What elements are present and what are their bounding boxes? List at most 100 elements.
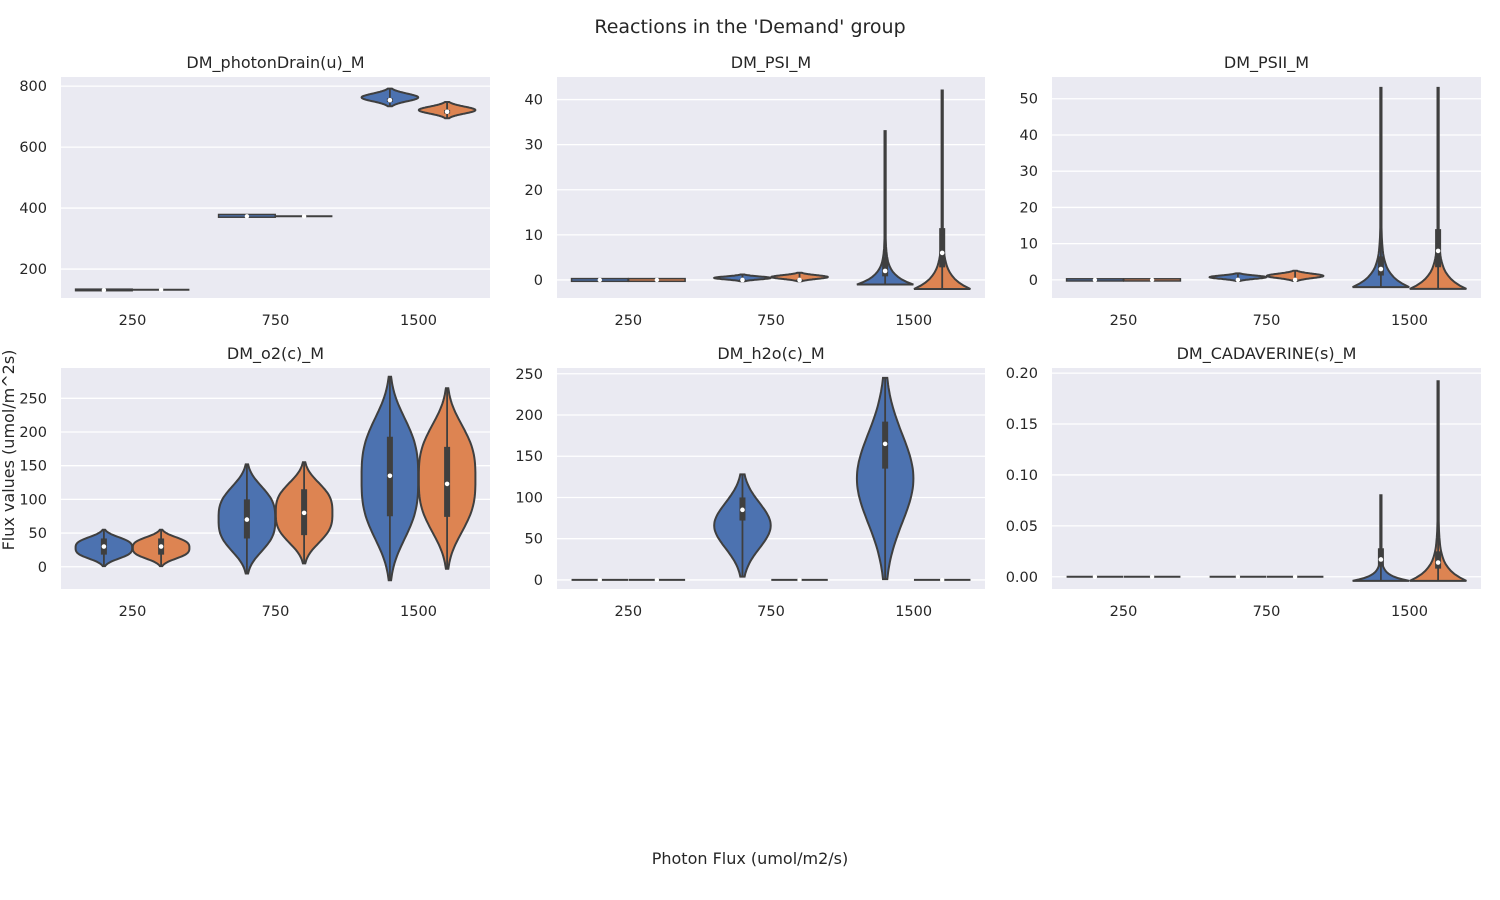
y-tick-label: 200 (515, 408, 543, 424)
violin (771, 577, 828, 583)
violin (628, 577, 686, 583)
violin (913, 577, 971, 583)
violin (713, 473, 772, 578)
y-tick-label: 200 (19, 262, 47, 278)
subplot-2: 0 10 20 30 40 250 750 1500 DM_PSI_M (525, 53, 985, 329)
violin-median (158, 544, 164, 549)
x-tick-label: 750 (262, 604, 290, 620)
violin (360, 87, 420, 108)
subplot-title: DM_PSII_M (1224, 53, 1309, 73)
violin (712, 273, 773, 283)
violin (132, 287, 190, 292)
x-tick-label: 750 (757, 313, 785, 329)
violin (74, 287, 133, 293)
y-tick-label: 150 (19, 459, 47, 475)
violin (855, 376, 915, 581)
x-tick-label: 750 (1253, 604, 1281, 620)
x-tick-label: 250 (1110, 313, 1138, 329)
violin (570, 277, 629, 283)
subplot-4: 0 50 100 150 200 250 250 750 1500 DM_o2(c)_M (19, 344, 490, 620)
x-axis-label: Photon Flux (umol/m2/s) (652, 849, 849, 868)
x-tick-label: 1500 (895, 313, 932, 329)
y-tick-label: 800 (19, 79, 47, 95)
figure-title: Reactions in the 'Demand' group (594, 16, 905, 38)
violin (275, 214, 333, 219)
violin (1352, 86, 1410, 289)
violin-median (1292, 574, 1298, 579)
y-tick-label: 400 (19, 201, 47, 217)
violin-median (387, 97, 393, 103)
violin-median (940, 577, 945, 583)
violin-median (654, 577, 660, 583)
violin (417, 387, 477, 570)
x-tick-label: 1500 (895, 604, 932, 620)
subplot-title: DM_h2o(c)_M (717, 344, 824, 364)
subplot-title: DM_o2(c)_M (227, 344, 324, 364)
y-tick-label: 0 (534, 573, 543, 589)
violin-median (301, 510, 307, 516)
violin (856, 130, 914, 286)
violin (1208, 272, 1268, 283)
x-tick-label: 250 (119, 313, 147, 329)
y-tick-label: 20 (1020, 200, 1038, 216)
y-tick-label: 600 (19, 140, 47, 156)
x-tick-label: 1500 (400, 313, 437, 329)
y-tick-label: 30 (525, 138, 543, 154)
x-tick-label: 250 (1110, 604, 1138, 620)
violin (1409, 380, 1467, 582)
y-tick-label: 50 (29, 526, 47, 542)
y-tick-label: 100 (515, 490, 543, 506)
subplot-6: 0.00 0.05 0.10 0.15 0.20 250 750 1500 DM_CADAVER… (1006, 344, 1481, 620)
violin (274, 461, 334, 565)
y-tick-label: 10 (525, 228, 543, 244)
violin (1265, 269, 1325, 283)
y-axis-label: Flux values (umol/m^2s) (0, 350, 18, 551)
y-tick-label: 0 (1029, 273, 1038, 289)
plot-area (61, 77, 490, 298)
violin (913, 89, 971, 290)
y-tick-label: 10 (1020, 237, 1038, 253)
violin (571, 577, 629, 583)
y-tick-label: 250 (515, 367, 543, 383)
violin (1266, 574, 1324, 579)
subplot-title: DM_CADAVERINE(s)_M (1177, 344, 1357, 364)
violin (1352, 494, 1410, 582)
y-tick-label: 30 (1020, 164, 1038, 180)
x-tick-label: 750 (757, 604, 785, 620)
y-tick-label: 0.05 (1006, 519, 1038, 535)
subplot-5: 0 50 100 150 200 250 250 750 1500 DM_h2o(c)_M (515, 344, 985, 620)
violin (770, 271, 830, 283)
violin-median (1378, 557, 1384, 562)
violin (627, 277, 686, 283)
y-tick-label: 0.20 (1006, 366, 1038, 382)
y-tick-label: 0.15 (1006, 417, 1038, 433)
violin-median (244, 214, 250, 219)
violin (1123, 277, 1182, 283)
violin-median (882, 268, 888, 274)
violin-median (1092, 277, 1098, 283)
violin (1065, 277, 1124, 283)
x-tick-label: 750 (1253, 313, 1281, 329)
violin (360, 375, 420, 582)
violin-median (1378, 266, 1384, 272)
violin-median (1092, 574, 1098, 579)
violin-median (244, 517, 250, 522)
x-tick-label: 1500 (1391, 313, 1428, 329)
violin-median (1435, 248, 1441, 254)
violin-median (158, 287, 164, 292)
plot-area (557, 368, 985, 589)
violin-median (882, 441, 888, 447)
violin-median (101, 544, 107, 549)
violin-median (1149, 574, 1155, 579)
violin (1209, 574, 1267, 579)
subplot-1: 200 400 600 800 250 750 1500 DM_photonDrain(u)_… (19, 53, 490, 329)
y-tick-label: 200 (19, 425, 47, 441)
y-tick-label: 40 (1020, 128, 1038, 144)
violin (1409, 86, 1467, 290)
violin-median (101, 287, 107, 293)
x-tick-label: 250 (614, 313, 642, 329)
violin-median (797, 577, 802, 583)
violin-median (654, 277, 660, 283)
y-tick-label: 0.00 (1006, 570, 1038, 586)
violin-median (939, 250, 945, 256)
